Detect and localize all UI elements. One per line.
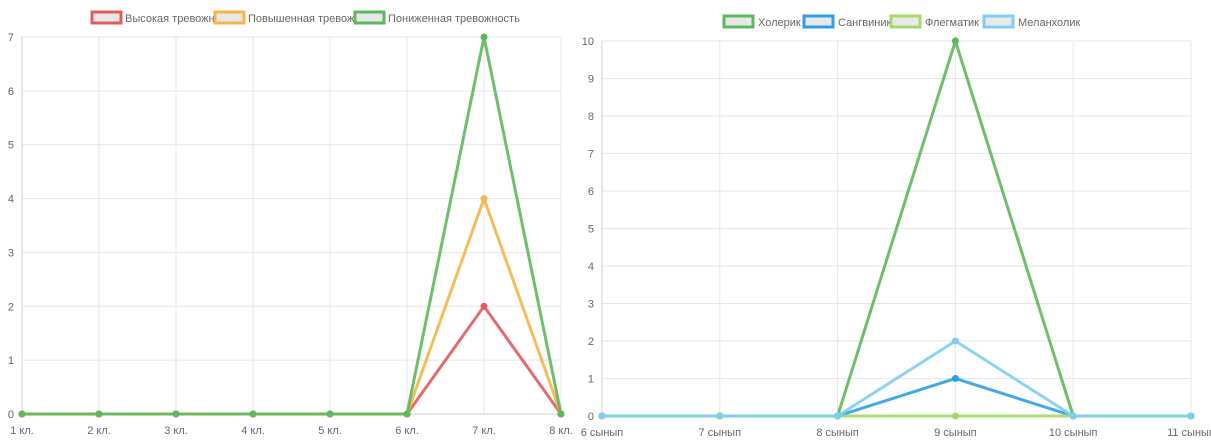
data-point bbox=[951, 337, 959, 345]
data-point bbox=[834, 412, 842, 420]
y-tick-label: 0 bbox=[588, 411, 594, 423]
x-tick-label: 4 кл. bbox=[241, 425, 265, 437]
data-point bbox=[716, 412, 724, 420]
data-point bbox=[1187, 412, 1195, 420]
x-tick-label: 11 сынып bbox=[1167, 427, 1211, 439]
y-tick-label: 1 bbox=[588, 374, 594, 386]
legend-label: Высокая тревожность bbox=[125, 13, 237, 25]
x-tick-label: 5 кл. bbox=[318, 425, 342, 437]
y-tick-label: 7 bbox=[8, 32, 14, 44]
y-tick-label: 3 bbox=[588, 299, 594, 311]
legend-label: Меланхолик bbox=[1018, 17, 1080, 29]
y-tick-label: 8 bbox=[588, 111, 594, 123]
x-tick-label: 3 кл. bbox=[164, 425, 188, 437]
legend-swatch bbox=[213, 10, 246, 25]
legend-swatch bbox=[982, 14, 1015, 29]
series-3 bbox=[18, 33, 565, 418]
y-tick-label: 6 bbox=[8, 86, 14, 98]
series-line bbox=[22, 36, 563, 416]
legend-label: Повышенная тревожность bbox=[248, 13, 383, 25]
data-point bbox=[951, 375, 959, 382]
x-tick-label: 7 кл. bbox=[472, 425, 496, 437]
y-tick-label: 6 bbox=[588, 186, 594, 198]
legend-swatch bbox=[722, 14, 755, 29]
series-2 bbox=[598, 375, 1195, 420]
legend-swatch bbox=[802, 14, 835, 29]
series-line bbox=[602, 376, 1191, 418]
legend-label: Холерик bbox=[758, 17, 801, 29]
y-tick-label: 9 bbox=[588, 74, 594, 86]
legend-label: Пониженная тревожность bbox=[388, 13, 520, 25]
data-point bbox=[95, 410, 103, 418]
x-tick-label: 8 кл. bbox=[549, 425, 573, 437]
data-point bbox=[480, 33, 488, 41]
data-point bbox=[172, 410, 180, 418]
x-tick-label: 6 кл. bbox=[395, 425, 419, 437]
y-tick-label: 0 bbox=[8, 409, 14, 421]
series-line bbox=[602, 339, 1191, 418]
legend-swatch bbox=[90, 10, 123, 25]
y-tick-label: 4 bbox=[8, 194, 14, 206]
data-point bbox=[18, 410, 26, 418]
legend-label: Флегматик bbox=[925, 17, 979, 29]
y-tick-label: 2 bbox=[588, 336, 594, 348]
data-point bbox=[480, 302, 488, 310]
y-tick-label: 5 bbox=[588, 224, 594, 236]
data-point bbox=[326, 410, 334, 418]
x-tick-label: 8 сынып bbox=[816, 427, 859, 439]
y-tick-label: 5 bbox=[8, 140, 14, 152]
y-tick-label: 3 bbox=[8, 247, 14, 259]
y-tick-label: 1 bbox=[8, 355, 14, 367]
data-point bbox=[951, 412, 959, 420]
y-tick-label: 7 bbox=[588, 149, 594, 161]
x-tick-label: 7 сынып bbox=[699, 427, 742, 439]
x-tick-label: 6 сынып bbox=[581, 427, 624, 439]
x-tick-label: 2 кл. bbox=[87, 425, 111, 437]
data-point bbox=[598, 412, 606, 420]
y-tick-label: 2 bbox=[8, 301, 14, 313]
y-tick-label: 4 bbox=[588, 261, 594, 273]
data-point bbox=[249, 410, 257, 418]
legend-swatch bbox=[353, 10, 386, 25]
data-point bbox=[1069, 412, 1077, 420]
data-point bbox=[951, 37, 959, 45]
x-tick-label: 9 сынып bbox=[934, 427, 977, 439]
legend-label: Сангвиник bbox=[838, 17, 891, 29]
temperament-line-chart: 0 1 2 3 4 5 6 7 8 9 10 6 сынып 7 сынып 8 сынып 9 сынып… bbox=[581, 14, 1211, 439]
legend-swatch bbox=[889, 14, 922, 29]
x-tick-label: 1 кл. bbox=[10, 425, 34, 437]
y-tick-label: 10 bbox=[582, 36, 594, 48]
series-4 bbox=[598, 337, 1195, 420]
x-tick-label: 10 сынып bbox=[1049, 427, 1098, 439]
data-point bbox=[480, 195, 488, 203]
anxiety-line-chart: 0 1 2 3 4 5 6 7 1 кл. 2 кл. 3 кл. 4 кл. 5 кл. 6 кл. 7 … bbox=[8, 10, 573, 437]
data-point bbox=[403, 410, 411, 418]
data-point bbox=[557, 410, 565, 418]
